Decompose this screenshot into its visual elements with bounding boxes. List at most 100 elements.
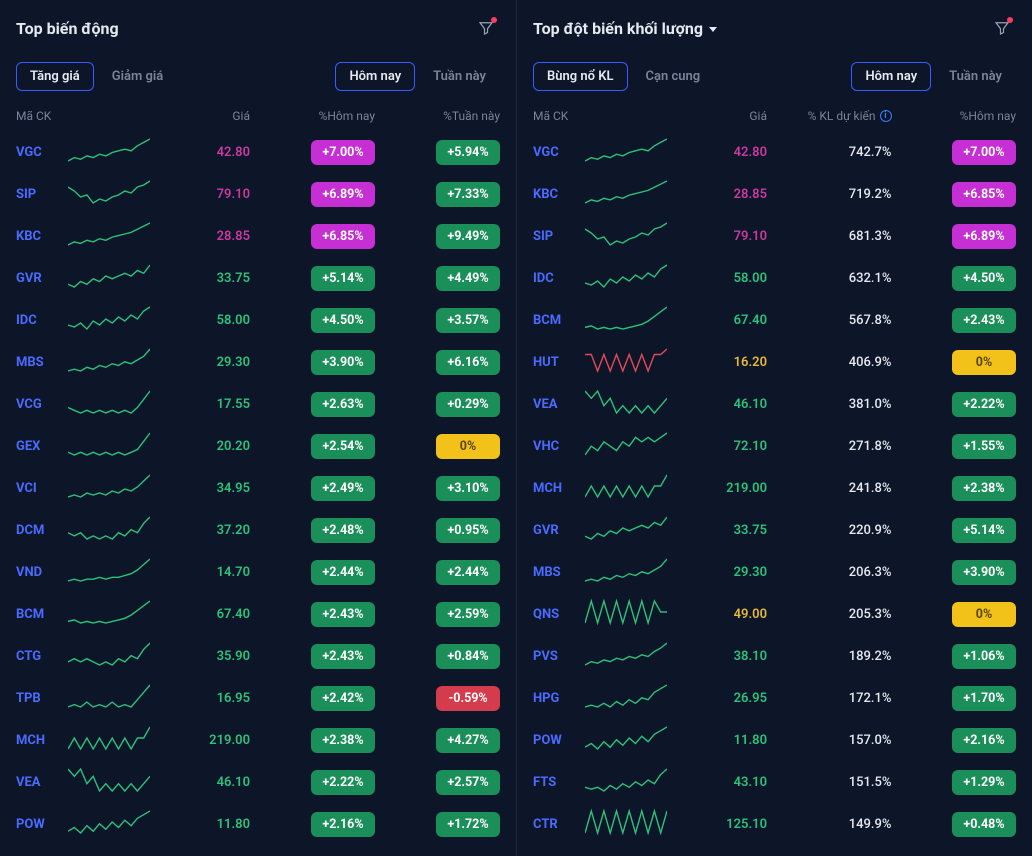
change-today-badge: +4.50% <box>952 266 1016 291</box>
tab-type-1[interactable]: Cạn cung <box>632 62 715 91</box>
volume-forecast-value: 406.9% <box>773 355 892 370</box>
table-row: CTR125.10149.9%+0.48% <box>533 803 1016 845</box>
filter-button[interactable] <box>988 14 1016 42</box>
ticker-link[interactable]: CTG <box>16 649 62 664</box>
change-today-badge: +2.38% <box>311 728 375 753</box>
ticker-link[interactable]: VGC <box>16 145 62 160</box>
volume-forecast-value: 681.3% <box>773 229 892 244</box>
table-row: GVR33.75220.9%+5.14% <box>533 509 1016 551</box>
ticker-link[interactable]: BCM <box>16 607 62 622</box>
panel-title-text: Top biến động <box>16 19 119 38</box>
panel-title-dropdown[interactable]: Top đột biến khối lượng <box>533 19 717 38</box>
change-today-badge: +6.85% <box>311 224 375 249</box>
ticker-link[interactable]: PVS <box>533 649 579 664</box>
volume-forecast-value: 719.2% <box>773 187 892 202</box>
change-week-badge: +3.57% <box>436 308 500 333</box>
change-today-badge: +6.85% <box>952 182 1016 207</box>
change-week-badge: -0.59% <box>436 686 500 711</box>
table-row: HUT16.20406.9%0% <box>533 341 1016 383</box>
ticker-link[interactable]: MCH <box>16 733 62 748</box>
tab-period-1[interactable]: Tuần này <box>419 62 500 91</box>
ticker-link[interactable]: VGC <box>533 145 579 160</box>
table-row: CTG35.90+2.43%+0.84% <box>16 635 500 677</box>
volume-forecast-value: 189.2% <box>773 649 892 664</box>
table-row: PVS38.10189.2%+1.06% <box>533 635 1016 677</box>
ticker-link[interactable]: BCM <box>533 313 579 328</box>
sparkline-cell <box>68 514 156 546</box>
filter-button[interactable] <box>472 14 500 42</box>
tab-period-0[interactable]: Hôm nay <box>851 62 931 91</box>
change-week-badge: +2.59% <box>436 602 500 627</box>
ticker-link[interactable]: HPG <box>533 691 579 706</box>
volume-forecast-value: 220.9% <box>773 523 892 538</box>
col-ticker: Mã CK <box>533 109 579 123</box>
tab-period-0[interactable]: Hôm nay <box>335 62 415 91</box>
volume-forecast-value: 381.0% <box>773 397 892 412</box>
ticker-link[interactable]: VEA <box>533 397 579 412</box>
price-value: 34.95 <box>162 481 250 496</box>
ticker-link[interactable]: POW <box>16 817 62 832</box>
ticker-link[interactable]: VCI <box>16 481 62 496</box>
change-week-badge: +9.49% <box>436 224 500 249</box>
change-week-badge: +2.57% <box>436 770 500 795</box>
ticker-link[interactable]: IDC <box>533 271 579 286</box>
ticker-link[interactable]: KBC <box>533 187 579 202</box>
ticker-link[interactable]: GEX <box>16 439 62 454</box>
ticker-link[interactable]: SIP <box>533 229 579 244</box>
tab-period-1[interactable]: Tuần này <box>935 62 1016 91</box>
ticker-link[interactable]: TPB <box>16 691 62 706</box>
sparkline <box>585 178 667 206</box>
ticker-link[interactable]: VND <box>16 565 62 580</box>
sparkline <box>585 430 667 458</box>
table-row: GVR33.75+5.14%+4.49% <box>16 257 500 299</box>
sparkline-cell <box>68 220 156 252</box>
change-today-badge: +7.00% <box>311 140 375 165</box>
change-week-badge: +1.72% <box>436 812 500 837</box>
sparkline <box>68 430 150 458</box>
sparkline-cell <box>68 640 156 672</box>
change-today-badge: +0.48% <box>952 812 1016 837</box>
change-today-badge: +1.06% <box>952 644 1016 669</box>
col-volume-forecast: % KL dự kiến <box>808 109 876 123</box>
sparkline-cell <box>585 724 673 756</box>
tab-type-1[interactable]: Giảm giá <box>98 62 178 91</box>
table-row: QNS49.00205.3%0% <box>533 593 1016 635</box>
col-today: %Hôm nay <box>898 109 1017 123</box>
sparkline-cell <box>68 724 156 756</box>
ticker-link[interactable]: POW <box>533 733 579 748</box>
ticker-link[interactable]: VCG <box>16 397 62 412</box>
sparkline-cell <box>585 430 673 462</box>
tab-type-0[interactable]: Bùng nổ KL <box>533 62 628 91</box>
panel-title-text: Top đột biến khối lượng <box>533 19 703 38</box>
ticker-link[interactable]: GVR <box>533 523 579 538</box>
ticker-link[interactable]: MBS <box>533 565 579 580</box>
ticker-link[interactable]: VHC <box>533 439 579 454</box>
ticker-link[interactable]: CTR <box>533 817 579 832</box>
tab-type-0[interactable]: Tăng giá <box>16 62 94 91</box>
ticker-link[interactable]: VEA <box>16 775 62 790</box>
info-icon[interactable]: i <box>880 110 892 122</box>
sparkline <box>585 346 667 374</box>
ticker-link[interactable]: FTS <box>533 775 579 790</box>
price-value: 33.75 <box>162 271 250 286</box>
price-value: 28.85 <box>162 229 250 244</box>
ticker-link[interactable]: HUT <box>533 355 579 370</box>
sparkline <box>585 766 667 794</box>
ticker-link[interactable]: QNS <box>533 607 579 622</box>
ticker-link[interactable]: SIP <box>16 187 62 202</box>
ticker-link[interactable]: DCM <box>16 523 62 538</box>
col-week: %Tuần này <box>381 109 500 123</box>
panel-header: Top biến động <box>16 14 500 42</box>
ticker-link[interactable]: GVR <box>16 271 62 286</box>
sparkline-cell <box>585 640 673 672</box>
col-ticker: Mã CK <box>16 109 62 123</box>
price-value: 58.00 <box>679 271 767 286</box>
ticker-link[interactable]: KBC <box>16 229 62 244</box>
volume-forecast-value: 567.8% <box>773 313 892 328</box>
ticker-link[interactable]: MCH <box>533 481 579 496</box>
ticker-link[interactable]: MBS <box>16 355 62 370</box>
ticker-link[interactable]: IDC <box>16 313 62 328</box>
change-today-badge: +2.16% <box>952 728 1016 753</box>
sparkline-cell <box>68 682 156 714</box>
sparkline-cell <box>68 472 156 504</box>
